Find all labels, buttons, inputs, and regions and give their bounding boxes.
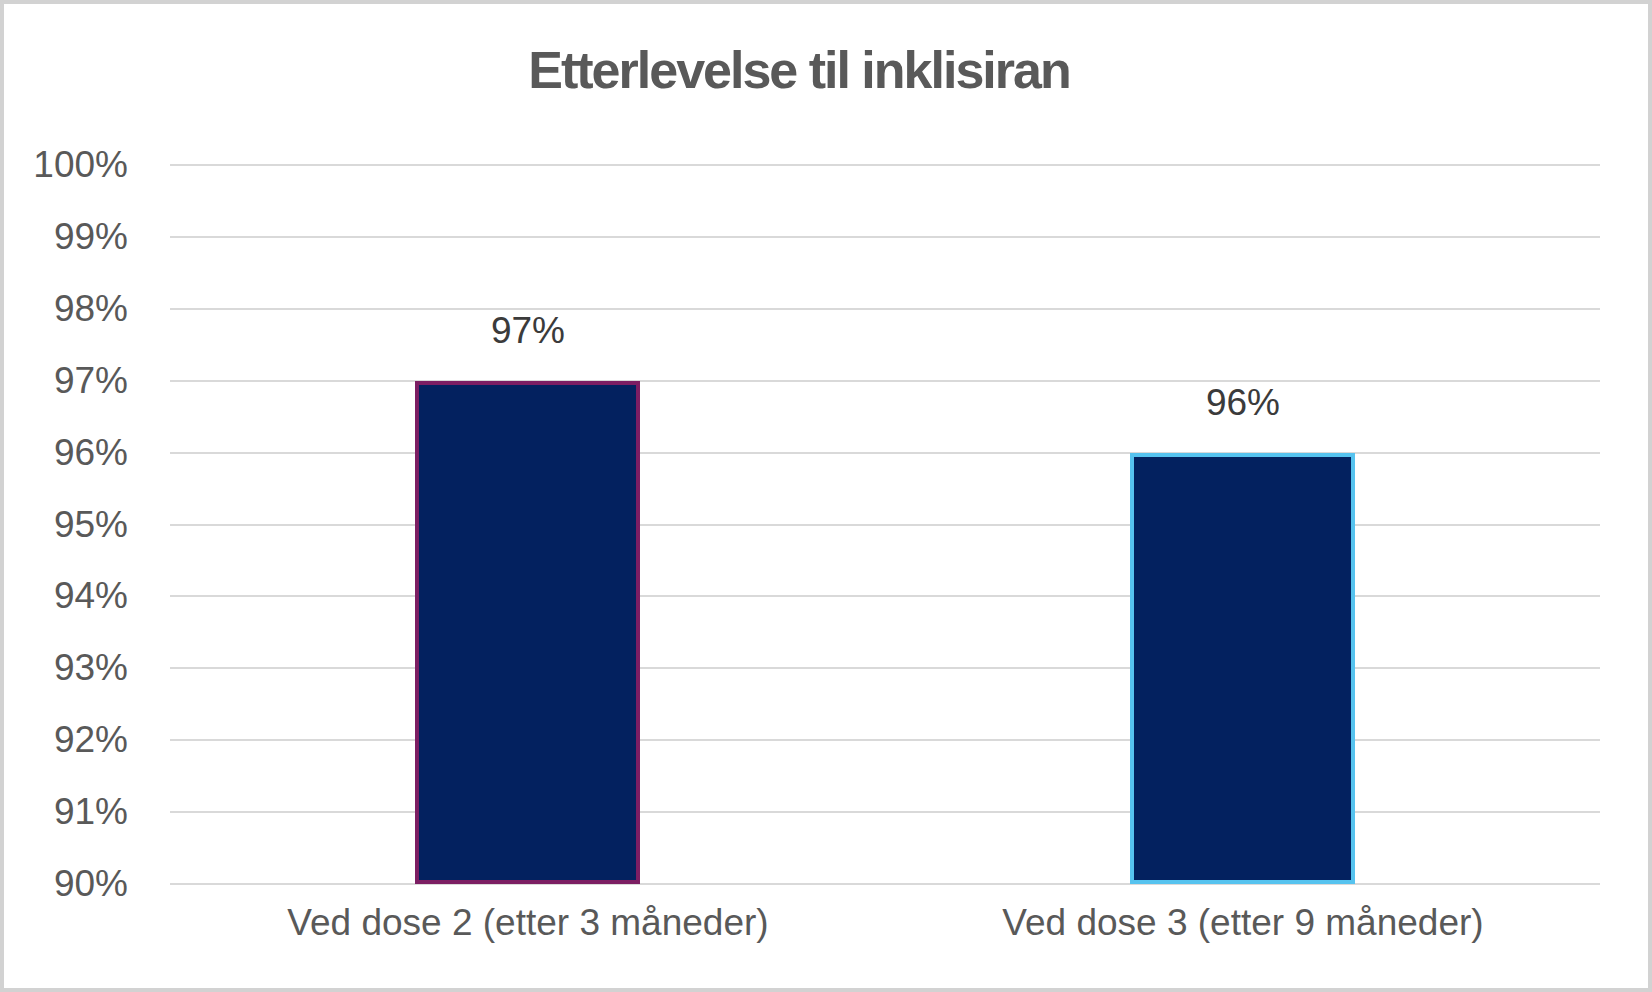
gridline — [170, 236, 1600, 238]
y-axis-tick-label: 99% — [4, 215, 128, 259]
gridline — [170, 452, 1600, 454]
x-axis-category-label: Ved dose 2 (etter 3 måneder) — [128, 902, 928, 944]
gridline — [170, 380, 1600, 382]
plot-area: 100% 99% 98% 97% 96% 95% 94% 93% 92% 91% 90% 97% Ved… — [4, 4, 1648, 988]
gridline — [170, 739, 1600, 741]
bar — [1130, 453, 1355, 884]
gridline — [170, 811, 1600, 813]
bar-data-label: 96% — [1093, 383, 1393, 423]
y-axis-tick-label: 95% — [4, 503, 128, 547]
gridline — [170, 308, 1600, 310]
gridline — [170, 595, 1600, 597]
gridline — [170, 524, 1600, 526]
bar — [415, 381, 640, 884]
y-axis-tick-label: 98% — [4, 287, 128, 331]
gridline — [170, 164, 1600, 166]
y-axis-tick-label: 91% — [4, 790, 128, 834]
y-axis-tick-label: 97% — [4, 359, 128, 403]
y-axis-tick-label: 90% — [4, 862, 128, 906]
y-axis-tick-label: 96% — [4, 431, 128, 475]
chart: Etterlevelse til inklisiran 100%99%98%97… — [0, 0, 1652, 992]
bar-data-label: 97% — [378, 311, 678, 351]
y-axis-tick-label: 94% — [4, 574, 128, 618]
gridline — [170, 667, 1600, 669]
gridline — [170, 883, 1600, 885]
y-axis-tick-label: 92% — [4, 718, 128, 762]
y-axis-tick-label: 100% — [4, 143, 128, 187]
x-axis-category-label: Ved dose 3 (etter 9 måneder) — [843, 902, 1643, 944]
y-axis-tick-label: 93% — [4, 646, 128, 690]
